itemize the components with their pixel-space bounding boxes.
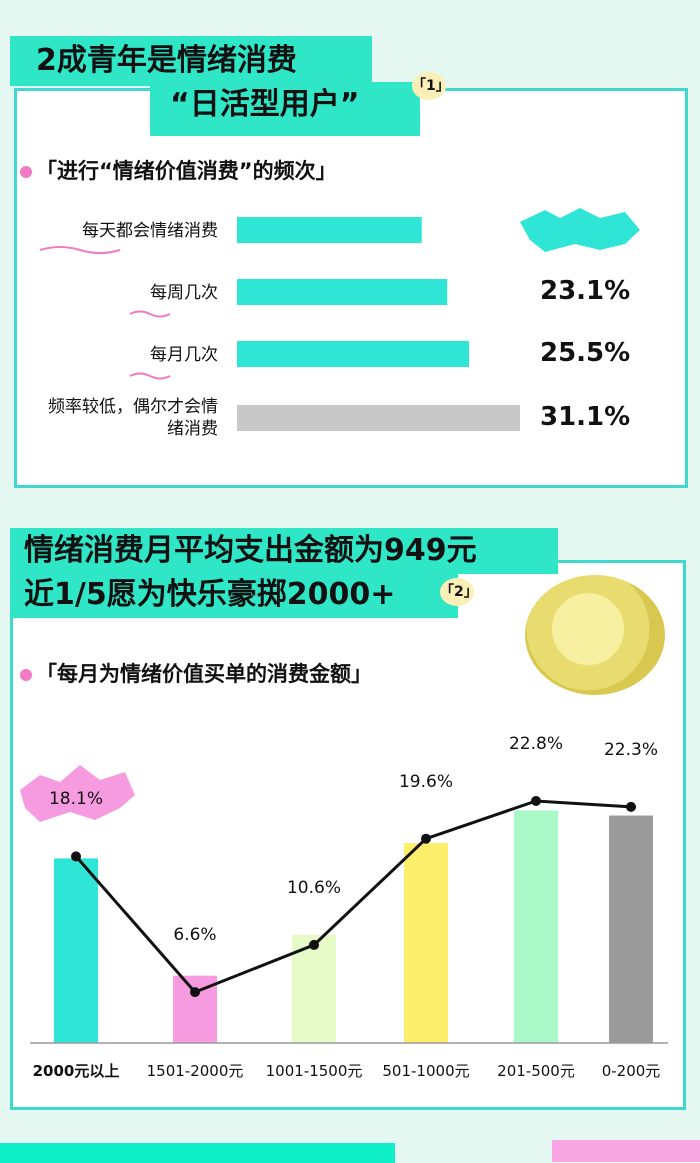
footnote-badge-2: 「2」 — [440, 578, 478, 606]
freq-label: 每月几次 — [150, 345, 218, 365]
x-tick-label: 501-1000元 — [382, 1062, 470, 1080]
freq-value: 25.5% — [540, 338, 631, 368]
x-tick-label: 1001-1500元 — [265, 1062, 363, 1080]
x-tick-label: 1501-2000元 — [146, 1062, 244, 1080]
section2-title-line1: 情绪消费月平均支出金额为949元 — [10, 528, 558, 574]
x-tick-label: 2000元以上 — [32, 1062, 120, 1080]
freq-value: 23.1% — [540, 276, 631, 306]
coin-illustration-icon — [525, 575, 665, 695]
section2-subtitle: 「每月为情绪价值买单的消费金额」 — [20, 658, 372, 688]
subtitle-text: 「进行“情绪价值消费”的频次」 — [36, 159, 337, 183]
section1-title-line1: 2成青年是情绪消费 — [10, 36, 372, 86]
bullet-dot-icon — [20, 166, 32, 178]
data-label: 22.8% — [508, 733, 563, 754]
freq-value: 31.1% — [540, 402, 631, 432]
data-label: 22.3% — [603, 739, 658, 760]
freq-label: 频率较低，偶尔才会情绪消费 — [48, 397, 218, 439]
data-label: 6.6% — [173, 925, 217, 946]
freq-label: 每周几次 — [150, 283, 218, 303]
section1-subtitle: 「进行“情绪价值消费”的频次」 — [20, 155, 337, 185]
data-label: 19.6% — [398, 771, 453, 792]
next-section-banner — [0, 1143, 395, 1163]
freq-value: 20.3% — [540, 214, 631, 244]
footnote-badge-1: 「1」 — [412, 72, 450, 100]
subtitle-text: 「每月为情绪价值买单的消费金额」 — [36, 662, 372, 686]
next-section-banner-pink — [552, 1140, 700, 1162]
freq-label: 每天都会情绪消费 — [82, 221, 218, 241]
x-tick-label: 0-200元 — [601, 1062, 661, 1080]
data-label: 18.1% — [48, 789, 103, 810]
data-label: 10.6% — [286, 877, 341, 898]
section2-title-line2: 近1/5愿为快乐豪掷2000+ — [10, 572, 458, 618]
section1-title-line2: “日活型用户” — [150, 82, 420, 136]
x-tick-label: 201-500元 — [497, 1062, 575, 1080]
bullet-dot-icon — [20, 669, 32, 681]
